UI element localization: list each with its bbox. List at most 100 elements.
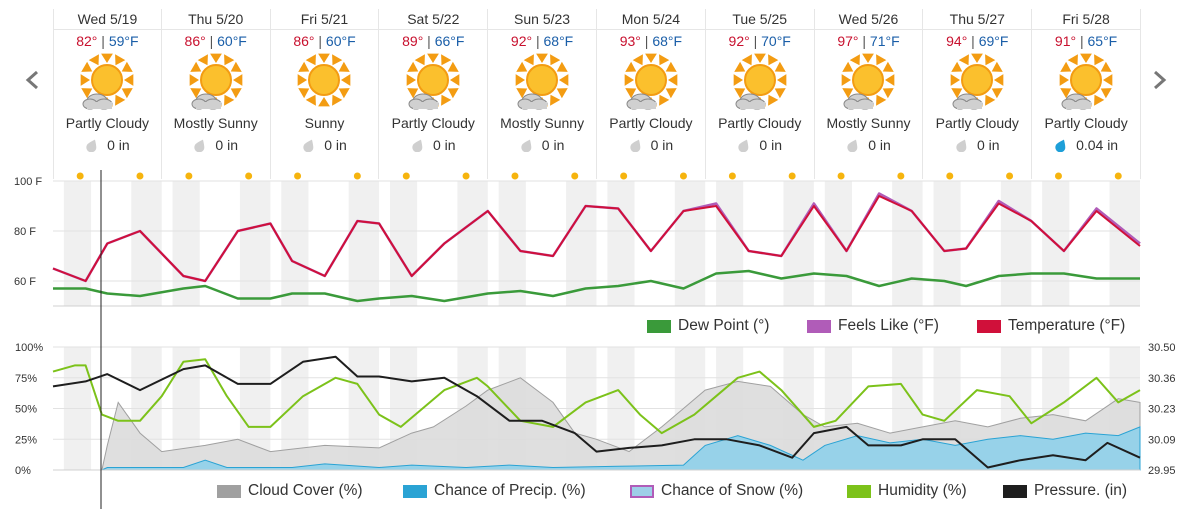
night-band (824, 347, 852, 470)
night-band (281, 181, 309, 306)
night-band (933, 347, 961, 470)
chevron-left-icon (25, 70, 38, 90)
night-band (892, 181, 923, 306)
temp-separator: | (423, 33, 435, 49)
night-band (457, 347, 488, 470)
high-temp: 93° (619, 33, 641, 49)
high-temp: 92° (728, 33, 750, 49)
day-column[interactable]: Fri 5/21 86° | 60°F Sunny 0 in (270, 9, 380, 179)
night-band (783, 347, 814, 470)
legend-precip[interactable]: Chance of Precip. (%) (403, 482, 586, 500)
low-temp: 69°F (978, 33, 1009, 49)
legend-pressure[interactable]: Pressure. (in) (1003, 482, 1127, 500)
night-band (498, 181, 526, 306)
temp-separator: | (749, 33, 762, 49)
next-days-button[interactable] (1144, 60, 1174, 100)
low-temp: 70°F (761, 33, 791, 49)
sunrise-marker (136, 172, 144, 180)
condition-label: Partly Cloudy (391, 115, 475, 131)
day-column[interactable]: Wed 5/19 82° | 59°F Partly Cloudy 0 in (53, 9, 162, 179)
day-column[interactable]: Fri 5/28 91° | 65°F Partly Cloudy 0.04 i… (1032, 9, 1141, 179)
y-tick-label-left: 0% (15, 465, 31, 477)
day-column[interactable]: Sun 5/23 92° | 68°F Mostly Sunny 0 in (488, 9, 597, 179)
night-band (131, 347, 162, 470)
cloud-cover-swatch (217, 484, 241, 498)
night-band (824, 181, 852, 306)
low-temp: 60°F (325, 33, 356, 49)
prev-days-button[interactable] (18, 60, 48, 100)
night-band (63, 181, 92, 306)
y-tick-label-right: 29.95 (1148, 465, 1176, 477)
partly-cloudy-icon (54, 52, 161, 112)
partly-cloudy-icon (923, 52, 1031, 112)
legend-humidity[interactable]: Humidity (%) (847, 482, 967, 500)
night-band (348, 181, 380, 306)
sunrise-marker (1054, 172, 1062, 180)
low-temp: 68°F (652, 33, 683, 49)
precip-amount: 0 in (271, 134, 379, 156)
raindrop-icon (847, 139, 858, 152)
legend-snow-label: Chance of Snow (%) (661, 482, 804, 499)
day-name: Thu 5/27 (923, 9, 1032, 30)
high-temp: 86° (184, 33, 206, 49)
day-temps: 97° | 71°F (815, 30, 923, 52)
sunrise-marker (788, 172, 796, 180)
legend-snow[interactable]: Chance of Snow (%) (630, 482, 803, 500)
legend-dew-point-label: Dew Point (°) (678, 317, 770, 334)
day-temps: 89° | 66°F (379, 30, 487, 52)
legend-feels-like[interactable]: Feels Like (°F) (807, 317, 939, 335)
night-band (348, 347, 380, 470)
condition-label: Partly Cloudy (718, 115, 802, 131)
night-band (498, 347, 526, 470)
day-column[interactable]: Wed 5/26 97° | 71°F Mostly Sunny 0 in (814, 9, 924, 179)
day-column[interactable]: Tue 5/25 92° | 70°F Partly Cloudy 0 in (705, 9, 815, 179)
legend-dew-point[interactable]: Dew Point (°) (647, 317, 769, 335)
precip-value: 0 in (868, 137, 891, 153)
sunrise-marker (353, 172, 361, 180)
night-band (172, 347, 200, 470)
day-column[interactable]: Mon 5/24 93° | 68°F Partly Cloudy 0 in (597, 9, 706, 179)
high-temp: 86° (293, 33, 315, 49)
sunrise-marker (402, 172, 410, 180)
day-temps: 91° | 65°F (1032, 30, 1140, 52)
snow-swatch (630, 484, 654, 498)
precip-amount: 0 in (54, 134, 161, 156)
precip-value: 0 in (650, 137, 674, 153)
low-temp: 60°F (217, 33, 247, 49)
precip-value: 0 in (107, 137, 130, 153)
temp-separator: | (97, 33, 109, 49)
condition-label: Sunny (304, 115, 345, 131)
temp-separator: | (314, 33, 326, 49)
partly-cloudy-icon (597, 52, 705, 112)
legend-temperature[interactable]: Temperature (°F) (977, 317, 1125, 335)
condition-label: Mostly Sunny (500, 115, 585, 131)
precip-amount: 0 in (923, 134, 1031, 156)
day-name: Wed 5/26 (814, 9, 923, 30)
precip-value: 0 in (759, 137, 782, 153)
series-line-3 (52, 358, 1141, 435)
day-column[interactable]: Sat 5/22 89° | 66°F Partly Cloudy 0 in (379, 9, 489, 179)
day-temps: 82° | 59°F (54, 30, 161, 52)
night-band (389, 347, 418, 470)
precip-swatch (403, 484, 427, 498)
temp-separator: | (532, 33, 544, 49)
y-tick-label-right: 30.36 (1148, 373, 1176, 385)
legend-cloud-cover[interactable]: Cloud Cover (%) (217, 482, 363, 500)
day-column[interactable]: Thu 5/20 86° | 60°F Mostly Sunny 0 in (161, 9, 271, 179)
sunrise-marker (728, 172, 736, 180)
high-temp: 92° (510, 33, 533, 49)
day-temps: 86° | 60°F (271, 30, 379, 52)
high-temp: 97° (837, 33, 859, 49)
day-column[interactable]: Thu 5/27 94° | 69°F Partly Cloudy 0 in (923, 9, 1033, 179)
precip-amount: 0 in (597, 134, 705, 156)
night-band (389, 181, 418, 306)
condition-label: Partly Cloudy (1044, 115, 1128, 131)
condition-label: Partly Cloudy (65, 115, 150, 131)
high-temp: 89° (402, 33, 424, 49)
sunrise-marker (294, 172, 302, 180)
precip-amount: 0 in (162, 134, 270, 156)
legend-precip-label: Chance of Precip. (%) (434, 482, 586, 499)
night-band (457, 181, 488, 306)
low-temp: 59°F (108, 33, 139, 49)
sunrise-marker (897, 172, 905, 180)
